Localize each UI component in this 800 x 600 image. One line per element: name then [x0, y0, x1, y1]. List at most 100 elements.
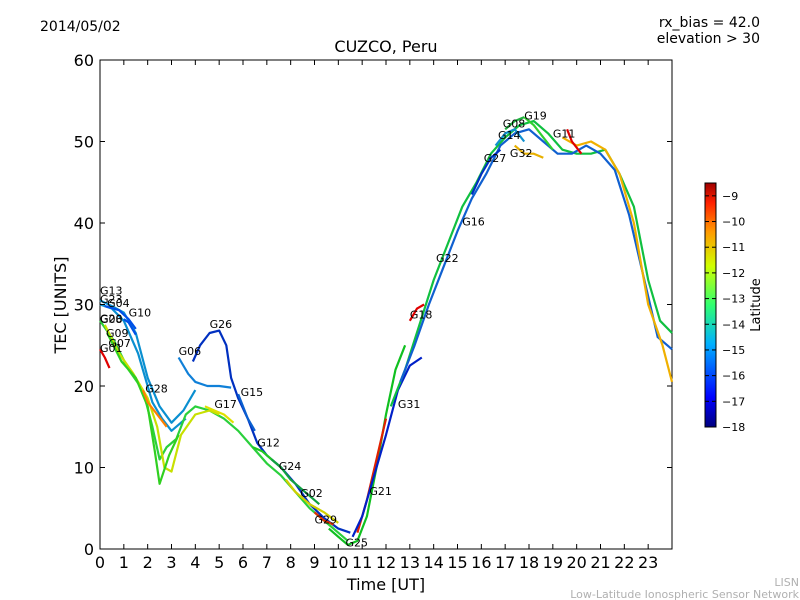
- series-g04-line: [104, 305, 137, 330]
- x-tick-label: 4: [190, 553, 200, 572]
- satellite-label: G01: [100, 342, 123, 355]
- series-g01-line: [99, 348, 111, 369]
- colorbar-tick-label: −12: [722, 267, 745, 280]
- satellite-label: G24: [279, 460, 302, 473]
- colorbar-ticks: −9 −10 −11 −12 −13 −14 −15 −16 −17 −18: [705, 190, 745, 434]
- y-tick-label: 60: [74, 51, 94, 70]
- x-tick-label: 13: [400, 553, 420, 572]
- series-g11-line: [561, 136, 674, 383]
- satellite-label: G17: [214, 398, 237, 411]
- footer-lisn: LISN: [774, 576, 799, 589]
- series-g28-line: [141, 389, 168, 428]
- colorbar-tick-label: −15: [722, 344, 745, 357]
- satellite-label: G08: [503, 118, 526, 131]
- series-g32-line: [513, 144, 544, 159]
- x-tick-label: 11: [352, 553, 372, 572]
- satellite-label: G29: [315, 514, 338, 527]
- series-g31-line: [351, 356, 423, 538]
- series-g26-line: [191, 329, 351, 534]
- y-tick-label: 20: [74, 377, 94, 396]
- satellite-label: G32: [510, 147, 533, 160]
- x-tick-label: 21: [590, 553, 610, 572]
- colorbar-tick-label: −11: [722, 241, 745, 254]
- satellite-label: G18: [410, 308, 433, 321]
- x-axis-label: Time [UT]: [346, 575, 425, 594]
- series-g25-line: [328, 344, 407, 546]
- satellite-label: G11: [553, 127, 576, 140]
- colorbar-label: Latitude: [749, 278, 764, 332]
- x-tick-label: 16: [471, 553, 491, 572]
- satellite-label: G02: [300, 487, 323, 500]
- colorbar-tick-label: −14: [722, 318, 745, 331]
- x-tick-label: 10: [328, 553, 348, 572]
- elevation-label: elevation > 30: [657, 31, 760, 47]
- satellite-label: G10: [129, 307, 152, 320]
- colorbar-tick-label: −16: [722, 370, 745, 383]
- satellite-label: G16: [462, 215, 485, 228]
- colorbar-tick-label: −9: [722, 190, 738, 203]
- colorbar-tick-label: −18: [722, 421, 745, 434]
- y-tick-label: 0: [84, 540, 94, 559]
- satellite-label: G13: [100, 285, 123, 298]
- y-axis-label: TEC [UNITS]: [51, 257, 70, 355]
- x-tick-label: 20: [566, 553, 586, 572]
- series-g15-line: [237, 393, 256, 432]
- y-tick-label: 40: [74, 214, 94, 233]
- satellite-label: G20: [100, 312, 123, 325]
- x-tick-label: 3: [166, 553, 176, 572]
- x-tick-label: 6: [238, 553, 248, 572]
- x-tick-label: 12: [376, 553, 396, 572]
- satellite-label: G26: [210, 318, 233, 331]
- satellite-label: G09: [106, 327, 129, 340]
- colorbar-tick-label: −17: [722, 395, 745, 408]
- satellite-label: G31: [398, 398, 421, 411]
- colorbar-tick-label: −13: [722, 293, 745, 306]
- x-tick-label: 18: [519, 553, 539, 572]
- x-tick-label: 0: [95, 553, 105, 572]
- series-g08-line: [504, 116, 525, 131]
- satellite-label: G19: [524, 109, 547, 122]
- colorbar-tick-label: −10: [722, 216, 745, 229]
- date-label: 2014/05/02: [40, 19, 121, 35]
- x-tick-label: 17: [495, 553, 515, 572]
- series-g07-line: [106, 332, 180, 485]
- plot-area: [99, 59, 673, 550]
- series-g29-line: [313, 511, 335, 526]
- tick-layer: 0 1 2 3 4 5 6 7 8 9 10 11 12 13 14 15 16 17 18 19 20 21 22 2301…: [74, 51, 672, 572]
- x-tick-label: 19: [543, 553, 563, 572]
- series-g22-line: [389, 120, 673, 407]
- x-tick-label: 9: [309, 553, 319, 572]
- satellite-label: G27: [484, 152, 507, 165]
- series-g24-line: [270, 458, 321, 506]
- satellite-label: G06: [179, 345, 202, 358]
- satellite-label: G28: [145, 383, 168, 396]
- colorbar: [704, 182, 717, 428]
- series-layer: [99, 116, 674, 546]
- y-tick-label: 30: [74, 296, 94, 315]
- rx-bias-label: rx_bias = 42.0: [659, 15, 760, 31]
- footer-network: Low-Latitude Ionospheric Sensor Network: [570, 588, 799, 600]
- x-tick-label: 2: [143, 553, 153, 572]
- satellite-label: G15: [241, 386, 264, 399]
- x-tick-label: 22: [614, 553, 634, 572]
- series-g10-line: [123, 318, 137, 336]
- y-tick-label: 50: [74, 133, 94, 152]
- x-tick-label: 14: [423, 553, 443, 572]
- satellite-label: G04: [107, 297, 130, 310]
- x-tick-label: 1: [119, 553, 129, 572]
- series-g27-line: [470, 148, 502, 195]
- series-g16-line: [399, 128, 673, 383]
- chart-title: CUZCO, Peru: [334, 37, 437, 56]
- series-g19-line: [523, 116, 554, 151]
- series-g06-line: [177, 356, 232, 389]
- series-g14-line: [494, 128, 526, 147]
- satellite-label: G23: [100, 293, 123, 306]
- satellite-label: G12: [257, 436, 280, 449]
- x-tick-label: 5: [214, 553, 224, 572]
- satellite-label: G21: [369, 485, 392, 498]
- x-tick-label: 7: [262, 553, 272, 572]
- x-tick-label: 8: [286, 553, 296, 572]
- series-g17-line: [204, 405, 235, 424]
